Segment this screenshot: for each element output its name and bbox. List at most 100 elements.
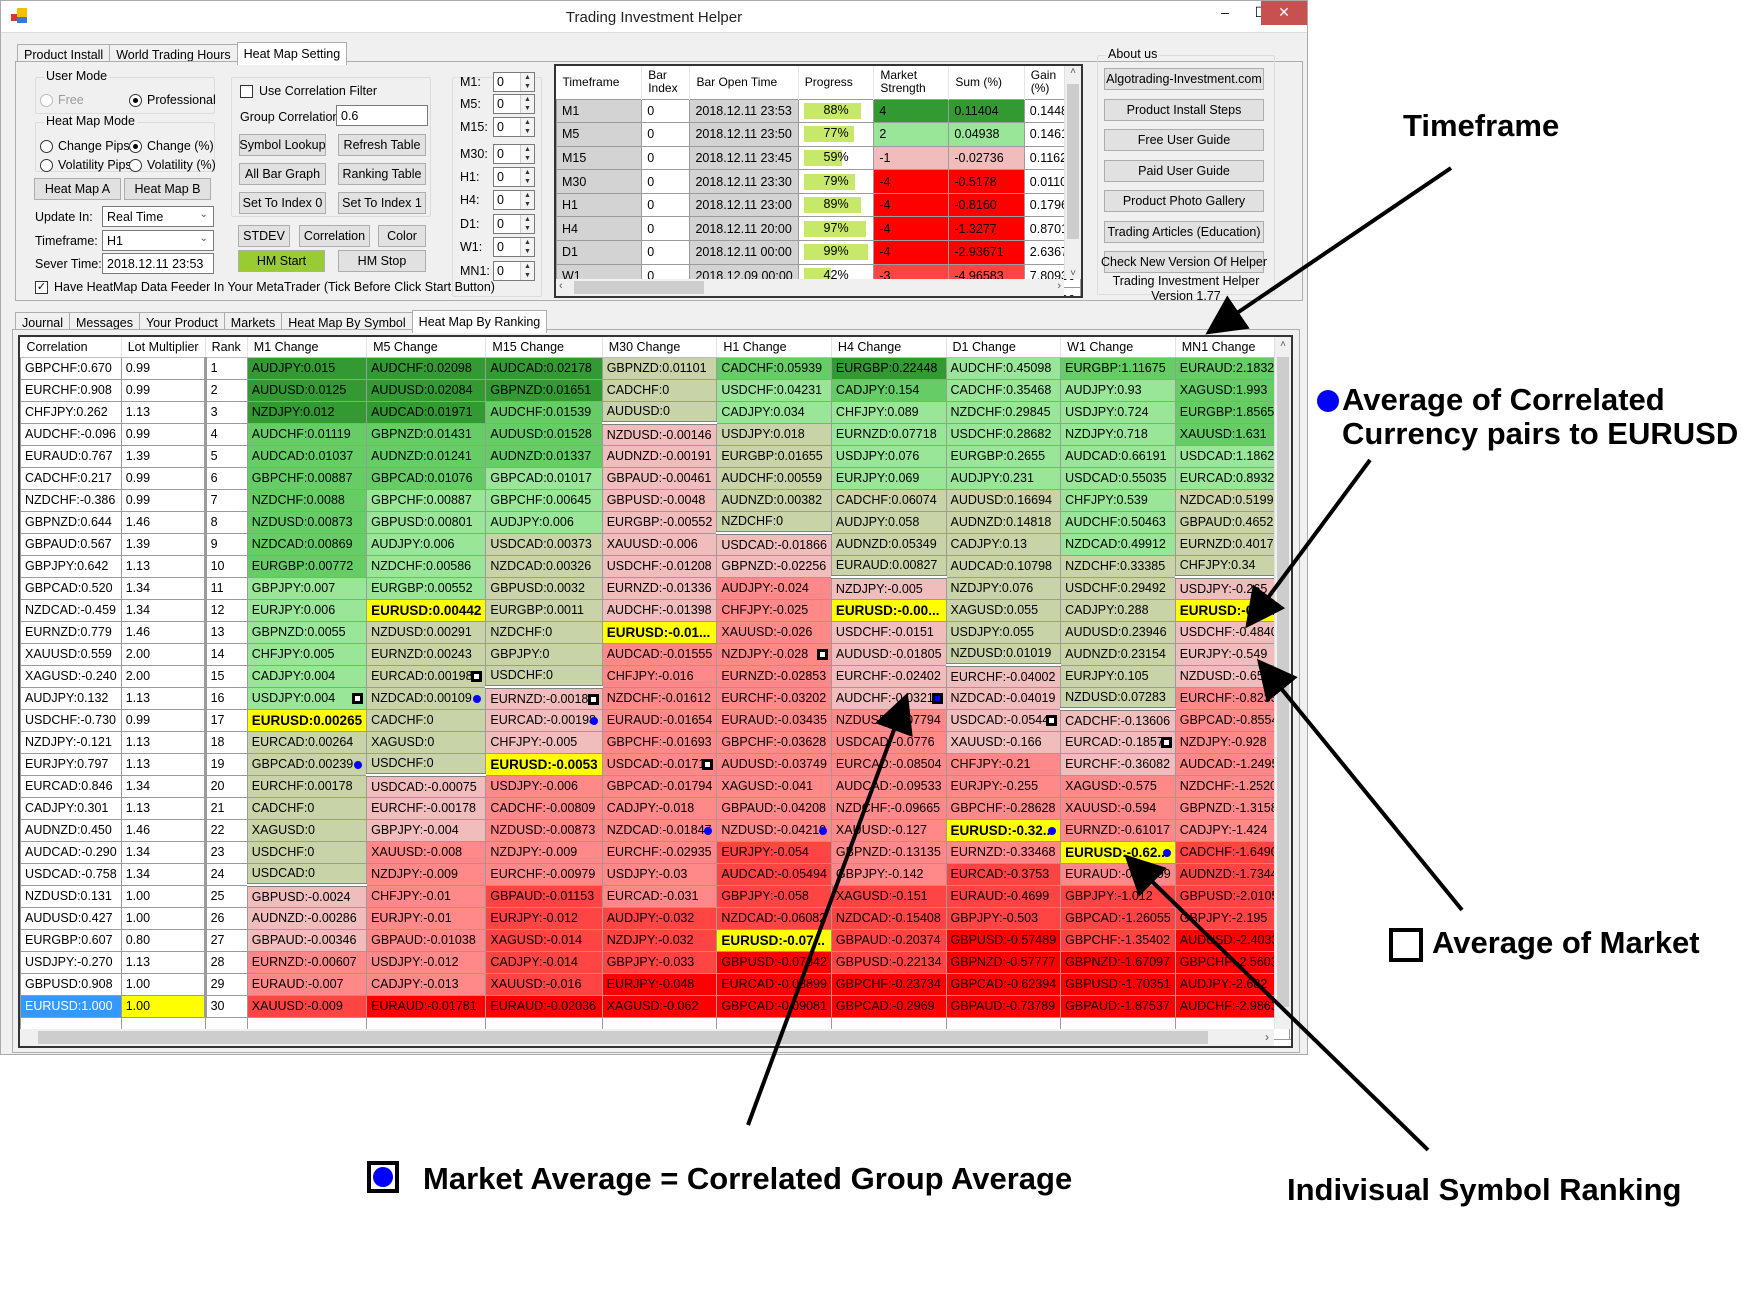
tab-markets[interactable]: Markets [223,312,283,332]
heat-cell-d1[interactable]: USDCHF:0.28682 [945,422,1062,446]
feeder-checkbox[interactable]: ✓ Have HeatMap Data Feeder In Your MetaTr… [35,280,495,294]
heat-cell-m1[interactable]: EURCHF:0.00178 [246,774,368,798]
up-down-arrows-icon[interactable]: ▲ ▼ [520,238,534,256]
ranking-row[interactable]: AUDNZD:0.450 1.46 22 XAGUSD:0 GBPJPY:-0.004 N… [20,818,1291,842]
heat-cell-m15[interactable]: NZDCAD:0.00326 [485,554,603,578]
ranking-row[interactable]: AUDUSD:0.427 1.00 26 AUDNZD:-0.00286 EURJPY:… [20,906,1291,930]
column-header[interactable]: Timeframe [556,66,643,99]
timeframe-row[interactable]: M5 0 2018.12.11 23:50 77% 2 0.04938 0.1461 [556,122,1081,147]
heat-cell-d1[interactable]: NZDUSD:0.01019 [945,642,1062,667]
heat-cell-m5[interactable]: EURCAD:0.00198 [366,664,487,688]
scroll-thumb[interactable] [38,1031,1208,1044]
heat-cell-w1[interactable]: XAGUSD:-0.575 [1060,774,1176,798]
heat-cell-w1[interactable]: AUDJPY:0.93 [1060,378,1176,402]
heat-cell-m1[interactable]: NZDCHF:0.0088 [246,488,368,512]
heat-cell-m30[interactable]: NZDCAD:-0.01847 [601,818,718,842]
heat-cell-m5[interactable]: GBPAUD:-0.01038 [366,928,487,952]
heat-cell-mn1[interactable]: USDCHF:-0.48404 [1174,620,1291,644]
heat-cell-m30[interactable]: EURUSD:-0.01... [601,620,718,644]
heat-cell-mn1[interactable]: EURCAD:0.89329 [1174,466,1291,490]
heat-cell-m30[interactable]: GBPNZD:0.01101 [601,356,718,380]
heat-cell-d1[interactable]: EURAUD:-0.4699 [945,884,1062,908]
heat-cell-h4[interactable]: GBPCHF:-0.23734 [830,972,947,996]
heat-cell-w1[interactable]: CADCHF:-0.13606 [1060,708,1176,732]
heat-cell-h4[interactable]: EURJPY:0.069 [830,466,947,490]
heat-cell-m30[interactable]: CADJPY:-0.018 [601,796,718,820]
hm-start-button[interactable]: HM Start [238,250,325,272]
up-down-arrows-icon[interactable]: ▲ ▼ [520,73,534,91]
color-button[interactable]: Color [378,225,426,247]
ranking-row[interactable]: GBPCHF:0.670 0.99 1 AUDJPY:0.015 AUDCHF:0.02… [20,356,1291,380]
heat-cell-m5[interactable]: EURAUD:-0.01781 [366,994,487,1018]
tab-your-product[interactable]: Your Product [138,312,225,332]
heat-cell-m5[interactable]: AUDCHF:0.02098 [366,356,487,380]
tab-heat-map-by-ranking[interactable]: Heat Map By Ranking [411,310,548,333]
heat-cell-m5[interactable]: USDJPY:-0.012 [366,950,487,974]
heat-cell-m15[interactable]: GBPAUD:-0.01153 [485,884,603,908]
symbol-lookup-button[interactable]: Symbol Lookup [239,134,326,156]
heat-cell-mn1[interactable]: AUDCAD:-1.24951 [1174,752,1291,776]
heat-cell-m1[interactable]: USDCHF:0 [246,840,368,864]
heat-cell-h4[interactable]: XAUUSD:-0.127 [830,818,947,842]
heat-cell-mn1[interactable]: XAGUSD:1.993 [1174,378,1291,402]
heat-cell-m1[interactable]: NZDCAD:0.00869 [246,532,368,556]
bar-index-spinner-h4[interactable]: 0 ▲ ▼ [493,190,535,210]
heat-cell-m1[interactable]: XAUUSD:-0.009 [246,994,368,1018]
heat-cell-h1[interactable]: XAUUSD:-0.026 [716,620,832,644]
heat-cell-h4[interactable]: CADCHF:0.06074 [830,488,947,512]
scroll-left-icon[interactable]: ‹ [559,280,563,292]
heat-cell-m5[interactable]: AUDJPY:0.006 [366,532,487,556]
heat-cell-d1[interactable]: EURNZD:-0.33468 [945,840,1062,864]
radio-volatility-percent[interactable]: Volatility (%) [129,158,216,172]
heat-cell-m30[interactable]: AUDCHF:-0.01398 [601,598,718,622]
heat-cell-mn1[interactable]: AUDNZD:-1.73441 [1174,862,1291,886]
heat-cell-w1[interactable]: AUDUSD:0.23946 [1060,620,1176,644]
scroll-thumb[interactable] [1067,84,1079,239]
column-header-rank[interactable]: Rank [205,337,248,358]
heat-cell-m15[interactable]: XAGUSD:-0.014 [485,928,603,952]
tab-heat-map-by-symbol[interactable]: Heat Map By Symbol [281,312,413,332]
heat-cell-m30[interactable]: XAGUSD:-0.062 [601,994,718,1018]
ranking-row[interactable]: EURJPY:0.797 1.13 19 GBPCAD:0.00239 USDCHF:0… [20,752,1291,777]
heat-cell-m15[interactable]: EURCAD:-0.00198 [485,708,603,732]
heat-cell-m5[interactable]: EURUSD:0.00442 [366,598,487,622]
ranking-table-vscroll[interactable]: ˄ [1274,337,1291,1029]
bar-index-spinner-h1[interactable]: 0 ▲ ▼ [493,167,535,187]
ranking-row[interactable]: CADCHF:0.217 0.99 6 GBPCHF:0.00887 GBPCAD:0.… [20,466,1291,490]
heat-cell-d1[interactable]: GBPCAD:-0.62394 [945,972,1062,996]
heat-cell-m5[interactable]: AUDUSD:0.02084 [366,378,487,402]
heat-cell-mn1[interactable]: GBPAUD:0.46525 [1174,510,1291,534]
heat-cell-m15[interactable]: EURCHF:-0.00979 [485,862,603,886]
heat-cell-h4[interactable]: GBPCAD:-0.2969 [830,994,947,1018]
heat-cell-m1[interactable]: NZDJPY:0.012 [246,400,368,424]
heat-cell-m1[interactable]: AUDUSD:0.0125 [246,378,368,402]
heat-cell-m5[interactable]: CHFJPY:-0.01 [366,884,487,908]
heat-cell-h1[interactable]: USDCAD:-0.01866 [716,532,832,556]
timeframe-row[interactable]: M1 0 2018.12.11 23:53 88% 4 0.11404 0.14483 [556,98,1081,124]
timeframe-table-vscroll[interactable]: ˄ ˅ [1064,66,1081,279]
column-header[interactable]: Sum (%) [948,66,1025,99]
heat-cell-h1[interactable]: CADJPY:0.034 [716,400,832,424]
heat-cell-m5[interactable]: USDCAD:-0.00075 [366,774,487,798]
ranking-row[interactable]: NZDUSD:0.131 1.00 25 GBPUSD:-0.0024 CHFJPY:-… [20,884,1291,908]
heat-cell-m5[interactable]: EURJPY:-0.01 [366,906,487,930]
heat-cell-mn1[interactable]: AUDJPY:-2.682 [1174,972,1291,996]
heat-cell-m15[interactable]: GBPCHF:0.00645 [485,488,603,512]
heat-cell-mn1[interactable]: USDCAD:1.18625 [1174,444,1291,468]
heat-cell-h1[interactable]: AUDUSD:-0.03749 [716,752,832,776]
tab-heat-map-setting[interactable]: Heat Map Setting [236,42,348,65]
heat-cell-mn1[interactable]: NZDUSD:-0.65218 [1174,664,1291,688]
heat-cell-w1[interactable]: NZDCAD:0.49912 [1060,532,1176,556]
heat-cell-m1[interactable]: GBPAUD:-0.00346 [246,928,368,952]
heat-cell-m5[interactable]: GBPNZD:0.01431 [366,422,487,446]
heat-cell-h1[interactable]: EURCHF:-0.03202 [716,686,832,710]
heat-cell-m30[interactable]: EURCHF:-0.02935 [601,840,718,864]
column-header-m5-change[interactable]: M5 Change [366,337,487,358]
ranking-row[interactable]: AUDCAD:-0.290 1.34 23 USDCHF:0 XAUUSD:-0.008… [20,840,1291,864]
heat-cell-h1[interactable]: AUDJPY:-0.024 [716,576,832,600]
heat-cell-mn1[interactable]: EURNZD:0.40178 [1174,532,1291,556]
heat-cell-m30[interactable]: USDJPY:-0.03 [601,862,718,886]
ranking-row[interactable]: USDJPY:-0.270 1.13 28 EURNZD:-0.00607 USDJPY… [20,950,1291,974]
timeframe-select[interactable]: H1 ⌄ [102,230,214,251]
heat-cell-mn1[interactable]: USDJPY:-0.265 [1174,576,1291,600]
